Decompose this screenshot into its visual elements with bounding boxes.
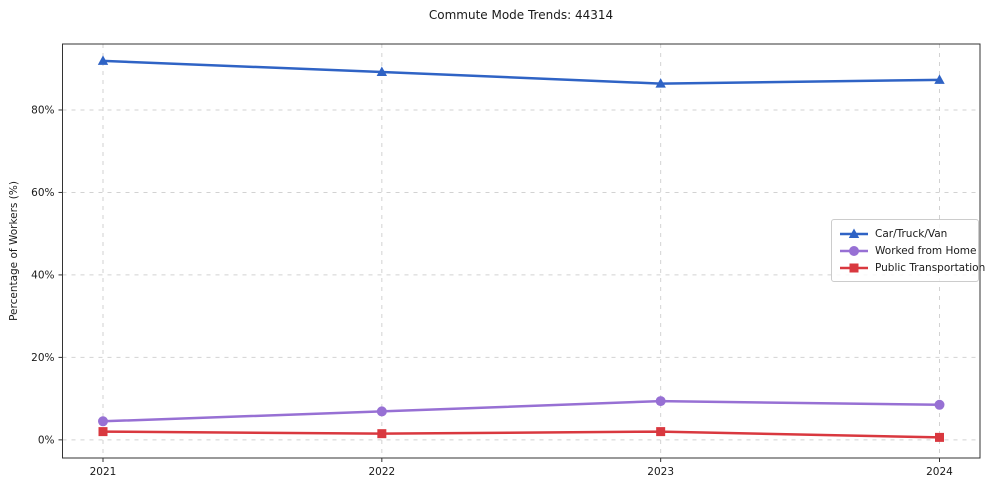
line-triangle-marker-icon <box>840 228 868 238</box>
chart-title: Commute Mode Trends: 44314 <box>428 8 614 22</box>
circle-marker-icon <box>98 416 108 427</box>
triangle-marker-icon <box>934 74 945 84</box>
legend-label: Car/Truck/Van <box>875 227 948 240</box>
y-tick-label: 0% <box>38 434 55 446</box>
series-line-circle <box>101 399 941 423</box>
line-circle-marker-icon <box>840 245 868 256</box>
triangle-marker-icon <box>97 55 109 65</box>
legend-label: Worked from Home <box>875 244 977 257</box>
square-marker-icon <box>849 263 859 272</box>
x-tick-label: 2023 <box>647 466 674 478</box>
circle-marker-icon <box>934 399 945 410</box>
legend-item-car-truck-van: Car/Truck/Van <box>839 225 970 242</box>
series-line-triangle <box>101 59 941 85</box>
circle-marker-icon <box>655 396 666 407</box>
square-marker-icon <box>377 429 387 439</box>
legend-label: Public Transportation <box>875 261 986 274</box>
circle-marker-icon <box>849 245 859 256</box>
triangle-marker-icon <box>376 66 388 77</box>
legend-item-worked-from-home: Worked from Home <box>839 242 976 259</box>
triangle-marker-icon <box>848 228 860 238</box>
y-tick-label: 40% <box>31 269 54 281</box>
square-marker-icon <box>656 427 666 437</box>
square-marker-icon <box>98 427 108 437</box>
circle-marker-icon <box>376 406 387 417</box>
x-tick-label: 2024 <box>926 466 953 478</box>
y-tick-label: 20% <box>31 352 54 364</box>
x-tick-label: 2021 <box>90 466 117 478</box>
plot-border <box>62 43 981 459</box>
line-square-marker-icon <box>840 263 868 272</box>
legend: Car/Truck/Van Worked from Home Public Tr… <box>831 219 985 282</box>
y-tick-label: 80% <box>31 104 54 116</box>
legend-item-public-transportation: Public Transportation <box>839 259 985 276</box>
series-line-square <box>101 430 941 439</box>
triangle-marker-icon <box>655 78 666 88</box>
y-tick-label: 60% <box>31 187 54 199</box>
x-tick-label: 2022 <box>368 466 395 478</box>
square-marker-icon <box>935 432 944 442</box>
